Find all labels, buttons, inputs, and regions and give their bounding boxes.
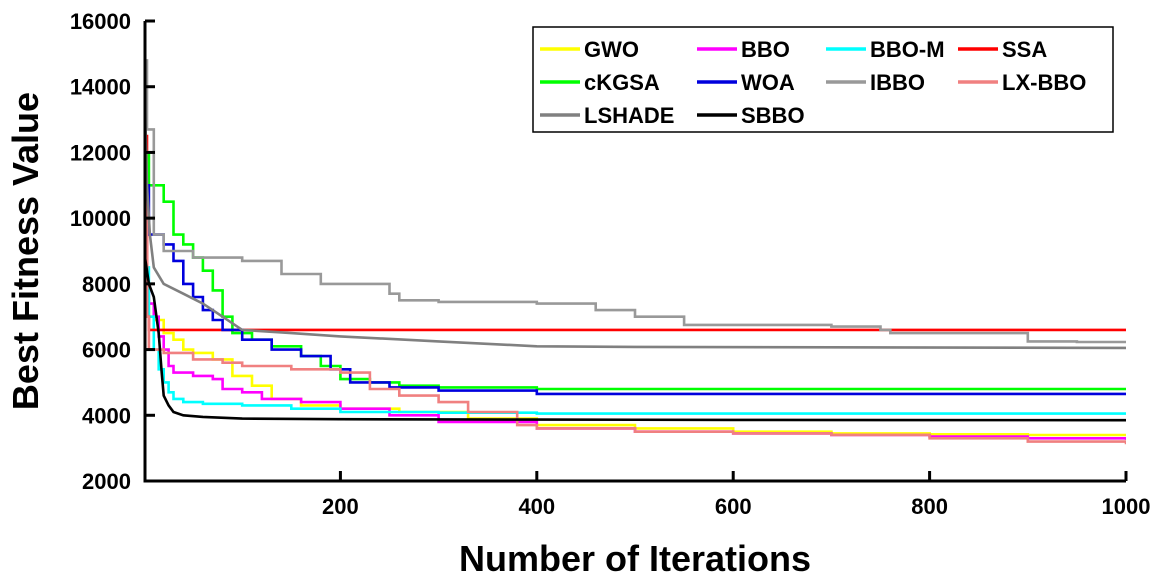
x-tick-label: 200 <box>322 494 359 519</box>
x-tick-label: 800 <box>911 494 948 519</box>
series-line-sbbo <box>145 257 1126 422</box>
y-tick-label: 12000 <box>70 140 131 165</box>
series-line-woa <box>145 184 1126 396</box>
legend-label-gwo: GWO <box>584 37 639 62</box>
tick-labels: 200 400 600 800 1000 2000 4000 6000 8000 10000 120… <box>70 9 1151 519</box>
axes <box>143 19 1128 483</box>
legend-box <box>532 26 1114 133</box>
legend-label-ckgsa: cKGSA <box>584 70 660 95</box>
legend: GWO BBO BBO-M SSA cKGSA WOA IBBO LX-BBO LSHADE SB… <box>532 26 1114 133</box>
y-tick-label: 10000 <box>70 206 131 231</box>
y-axis-label: Best Fitness Value <box>5 92 46 410</box>
legend-label-lx-bbo: LX-BBO <box>1002 70 1086 95</box>
y-tick-label: 4000 <box>82 403 131 428</box>
legend-label-bbo-m: BBO-M <box>870 37 945 62</box>
series-line-lx-bbo <box>145 200 1126 445</box>
legend-label-ibbo: IBBO <box>870 70 925 95</box>
x-axis-label: Number of Iterations <box>459 538 811 579</box>
legend-label-ssa: SSA <box>1002 37 1047 62</box>
y-tick-label: 2000 <box>82 469 131 494</box>
series-line-lshade <box>145 103 1126 350</box>
legend-label-lshade: LSHADE <box>584 103 674 128</box>
legend-label-sbbo: SBBO <box>741 103 805 128</box>
y-tick-label: 8000 <box>82 272 131 297</box>
y-tick-label: 14000 <box>70 75 131 100</box>
legend-label-woa: WOA <box>741 70 795 95</box>
legend-label-bbo: BBO <box>741 37 790 62</box>
x-tick-label: 1000 <box>1102 494 1151 519</box>
x-tick-label: 600 <box>715 494 752 519</box>
series-line-ibbo <box>145 59 1126 344</box>
y-tick-label: 6000 <box>82 338 131 363</box>
x-tick-label: 400 <box>518 494 555 519</box>
y-tick-label: 16000 <box>70 9 131 34</box>
series-layer <box>145 59 1126 445</box>
